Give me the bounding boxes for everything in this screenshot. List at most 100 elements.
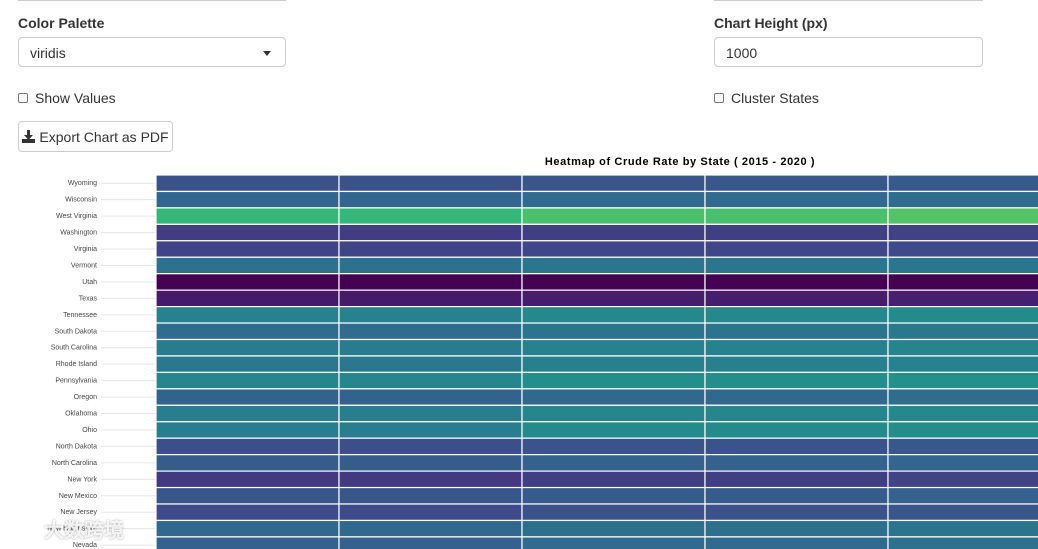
heatmap-cell bbox=[155, 421, 340, 439]
row-label: Rhode Island bbox=[56, 361, 97, 368]
heatmap-cell bbox=[704, 437, 889, 456]
heatmap-cell bbox=[155, 190, 340, 209]
chart-height-input[interactable]: 1000 bbox=[714, 37, 983, 67]
heatmap-cell bbox=[338, 536, 523, 549]
heatmap-cell bbox=[704, 223, 889, 242]
heatmap-cell bbox=[521, 306, 706, 324]
heatmap-cell bbox=[521, 256, 706, 275]
chart-height-value: 1000 bbox=[726, 45, 758, 61]
heatmap-cell bbox=[155, 519, 340, 538]
row-label: New Mexico bbox=[59, 493, 97, 500]
heatmap-cell bbox=[704, 503, 889, 522]
heatmap-cell bbox=[155, 223, 340, 242]
row-label: Pennsylvania bbox=[55, 378, 97, 385]
heatmap-cell bbox=[521, 223, 706, 242]
heatmap-cell bbox=[338, 371, 523, 390]
heatmap-cell bbox=[887, 273, 1038, 291]
heatmap-cell bbox=[521, 371, 706, 390]
heatmap-cell bbox=[887, 190, 1038, 209]
heatmap-cell bbox=[155, 273, 340, 291]
show-values-checkbox[interactable]: Show Values bbox=[18, 90, 116, 106]
heatmap-cell bbox=[338, 437, 523, 456]
heatmap-cell bbox=[704, 306, 889, 324]
heatmap-cell bbox=[704, 190, 889, 209]
heatmap-cell bbox=[338, 338, 523, 357]
heatmap-cell bbox=[704, 536, 889, 549]
row-label: New Jersey bbox=[60, 509, 97, 516]
row-label: Wisconsin bbox=[65, 197, 97, 204]
palette-label: Color Palette bbox=[18, 15, 105, 31]
heatmap-cell bbox=[338, 404, 523, 423]
heatmap-cell bbox=[887, 289, 1038, 308]
heatmap-cell bbox=[521, 289, 706, 308]
heatmap-cell bbox=[521, 486, 706, 505]
row-label: New Hampshire bbox=[47, 526, 97, 533]
heatmap-cell bbox=[887, 503, 1038, 522]
heatmap-cell bbox=[521, 273, 706, 291]
heatmap-cell bbox=[155, 256, 340, 275]
heatmap-cell bbox=[155, 536, 340, 549]
watermark: 大数跨境 bbox=[8, 514, 124, 543]
heatmap-cell bbox=[521, 338, 706, 357]
heatmap-cell bbox=[521, 322, 706, 341]
heatmap-cell bbox=[155, 371, 340, 390]
heatmap-cell bbox=[887, 404, 1038, 423]
heatmap-cell bbox=[887, 223, 1038, 242]
row-label: Wyoming bbox=[68, 180, 97, 187]
export-pdf-button[interactable]: Export Chart as PDF bbox=[18, 121, 173, 152]
heatmap-cell bbox=[521, 470, 706, 489]
heatmap-cell bbox=[704, 486, 889, 505]
heatmap-cell bbox=[338, 273, 523, 291]
row-label: North Dakota bbox=[56, 443, 97, 450]
row-label: South Dakota bbox=[55, 328, 98, 335]
heatmap-cell bbox=[338, 486, 523, 505]
checkbox-icon[interactable] bbox=[18, 93, 28, 103]
heatmap-cell bbox=[338, 223, 523, 242]
heatmap-cell bbox=[338, 503, 523, 522]
heatmap-cell bbox=[155, 240, 340, 258]
heatmap-cell bbox=[704, 256, 889, 275]
heatmap-cell bbox=[338, 289, 523, 308]
row-label: North Carolina bbox=[52, 460, 97, 467]
heatmap-cell bbox=[155, 355, 340, 373]
heatmap-cell bbox=[155, 388, 340, 406]
heatmap-cell bbox=[887, 536, 1038, 549]
heatmap-cell bbox=[521, 519, 706, 538]
heatmap-cell bbox=[521, 240, 706, 258]
row-label: Nevada bbox=[73, 542, 97, 549]
heatmap-cell bbox=[887, 240, 1038, 258]
row-label: South Carolina bbox=[51, 345, 97, 352]
heatmap-cell bbox=[338, 454, 523, 472]
heatmap-cell bbox=[887, 207, 1038, 225]
heatmap-cell bbox=[704, 421, 889, 439]
row-label: Utah bbox=[82, 279, 97, 286]
row-label: Virginia bbox=[74, 246, 97, 253]
heatmap-cell bbox=[338, 519, 523, 538]
checkbox-icon[interactable] bbox=[714, 93, 724, 103]
heatmap-cell bbox=[155, 404, 340, 423]
chart-title: Heatmap of Crude Rate by State ( 2015 - … bbox=[544, 156, 816, 168]
heatmap-cell bbox=[887, 355, 1038, 373]
heatmap-cell bbox=[887, 174, 1038, 193]
row-label: Vermont bbox=[71, 262, 97, 269]
heatmap-cell bbox=[704, 519, 889, 538]
heatmap-cell bbox=[704, 338, 889, 357]
heatmap-cell bbox=[521, 174, 706, 193]
watermark-logo-icon bbox=[8, 520, 43, 537]
heatmap-cell bbox=[338, 240, 523, 258]
heatmap-cell bbox=[887, 470, 1038, 489]
heatmap-cell bbox=[887, 388, 1038, 406]
heatmap-cell bbox=[338, 174, 523, 193]
row-label: Oregon bbox=[74, 394, 97, 401]
heatmap-cell bbox=[338, 190, 523, 209]
heatmap-cell bbox=[338, 470, 523, 489]
heatmap-cell bbox=[155, 486, 340, 505]
heatmap-cell bbox=[521, 355, 706, 373]
palette-select[interactable]: viridis bbox=[18, 37, 286, 67]
top-divider-left bbox=[18, 0, 286, 1]
heatmap-cell bbox=[887, 322, 1038, 341]
heatmap-cell bbox=[521, 536, 706, 549]
heatmap-chart: Wyoming Wisconsin West Virginia Washington V… bbox=[47, 174, 1038, 549]
cluster-states-checkbox[interactable]: Cluster States bbox=[714, 90, 819, 106]
heatmap-cell bbox=[155, 470, 340, 489]
